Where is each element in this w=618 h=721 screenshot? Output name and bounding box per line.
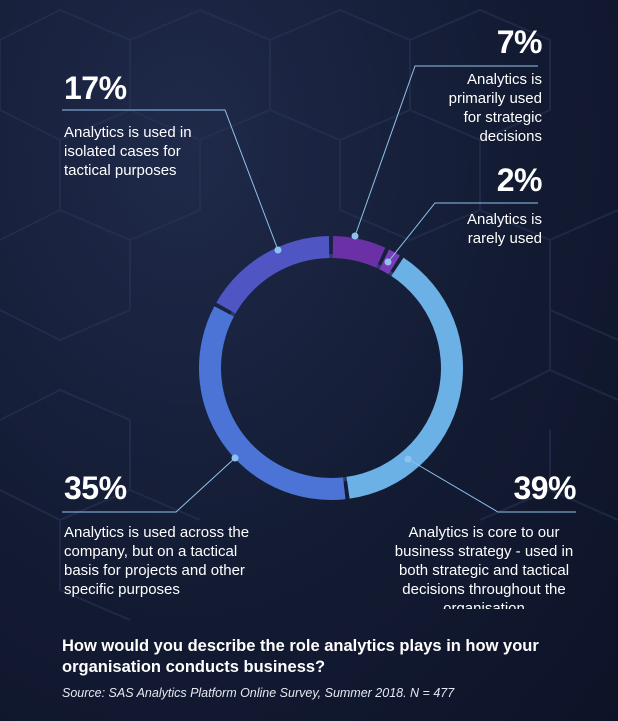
donut-slice-isolated — [216, 236, 330, 314]
category-label-across: Analytics is used across the company, bu… — [64, 524, 250, 598]
leader-line-across — [62, 457, 236, 513]
leader-dot-isolated — [274, 246, 282, 254]
leader-line-strategic — [354, 65, 538, 237]
category-label-isolated: Analytics is used in isolated cases for … — [64, 124, 192, 179]
value-label-core: 39% — [513, 470, 576, 506]
value-label-across: 35% — [64, 470, 127, 506]
leader-dot-rarely — [384, 258, 392, 266]
source-note: Source: SAS Analytics Platform Online Su… — [62, 686, 455, 700]
leader-line-core — [407, 458, 576, 513]
leader-dot-strategic — [351, 232, 359, 240]
value-label-strategic: 7% — [496, 24, 543, 60]
donut-slice-strategic — [332, 236, 386, 268]
category-label-strategic: Analytics is primarily used for strategi… — [448, 71, 542, 145]
value-label-rarely: 2% — [496, 162, 543, 198]
leader-line-rarely — [387, 202, 538, 263]
category-label-rarely: Analytics is rarely used — [466, 211, 542, 247]
chart-question: How would you describe the role analytic… — [62, 637, 539, 676]
donut-slice-across — [199, 306, 346, 500]
leader-dot-across — [231, 454, 239, 462]
value-label-isolated: 17% — [64, 70, 127, 106]
leader-line-isolated — [62, 109, 279, 251]
category-label-core: Analytics is core to our business strate… — [394, 524, 574, 609]
leader-dot-core — [404, 455, 412, 463]
donut-slice-core — [346, 257, 464, 499]
